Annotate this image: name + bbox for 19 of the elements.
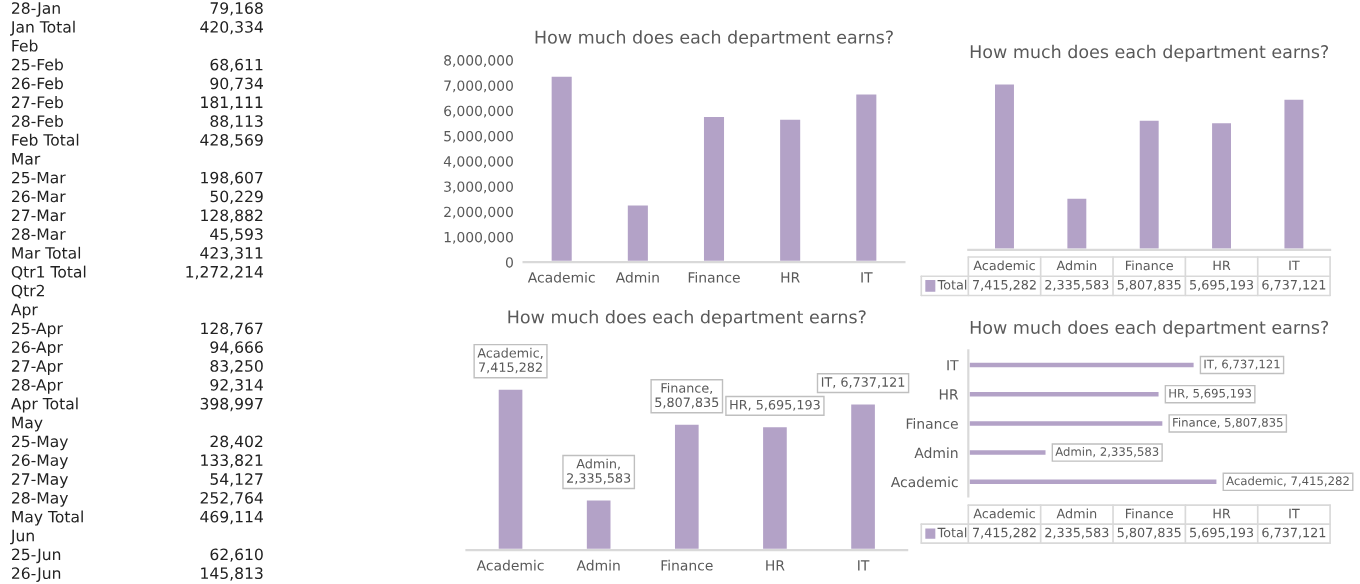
bar bbox=[848, 401, 878, 551]
bar bbox=[495, 387, 526, 551]
bar bbox=[584, 497, 614, 551]
bar bbox=[1209, 120, 1234, 250]
bar bbox=[760, 424, 790, 551]
chart-title: How much does each department earns? bbox=[970, 320, 1329, 338]
bar bbox=[548, 73, 575, 263]
bar bbox=[672, 422, 702, 551]
bar bbox=[1064, 196, 1090, 250]
bar bbox=[992, 81, 1017, 250]
bar bbox=[777, 116, 803, 263]
chart-title: How much does each department earns? bbox=[535, 30, 893, 48]
bar bbox=[625, 202, 651, 263]
bar bbox=[1281, 96, 1307, 250]
chart-title: How much does each department earns? bbox=[508, 309, 866, 327]
bar bbox=[701, 114, 727, 263]
bar bbox=[853, 91, 880, 263]
bar bbox=[1136, 117, 1162, 250]
chart-title: How much does each department earns? bbox=[970, 44, 1329, 62]
